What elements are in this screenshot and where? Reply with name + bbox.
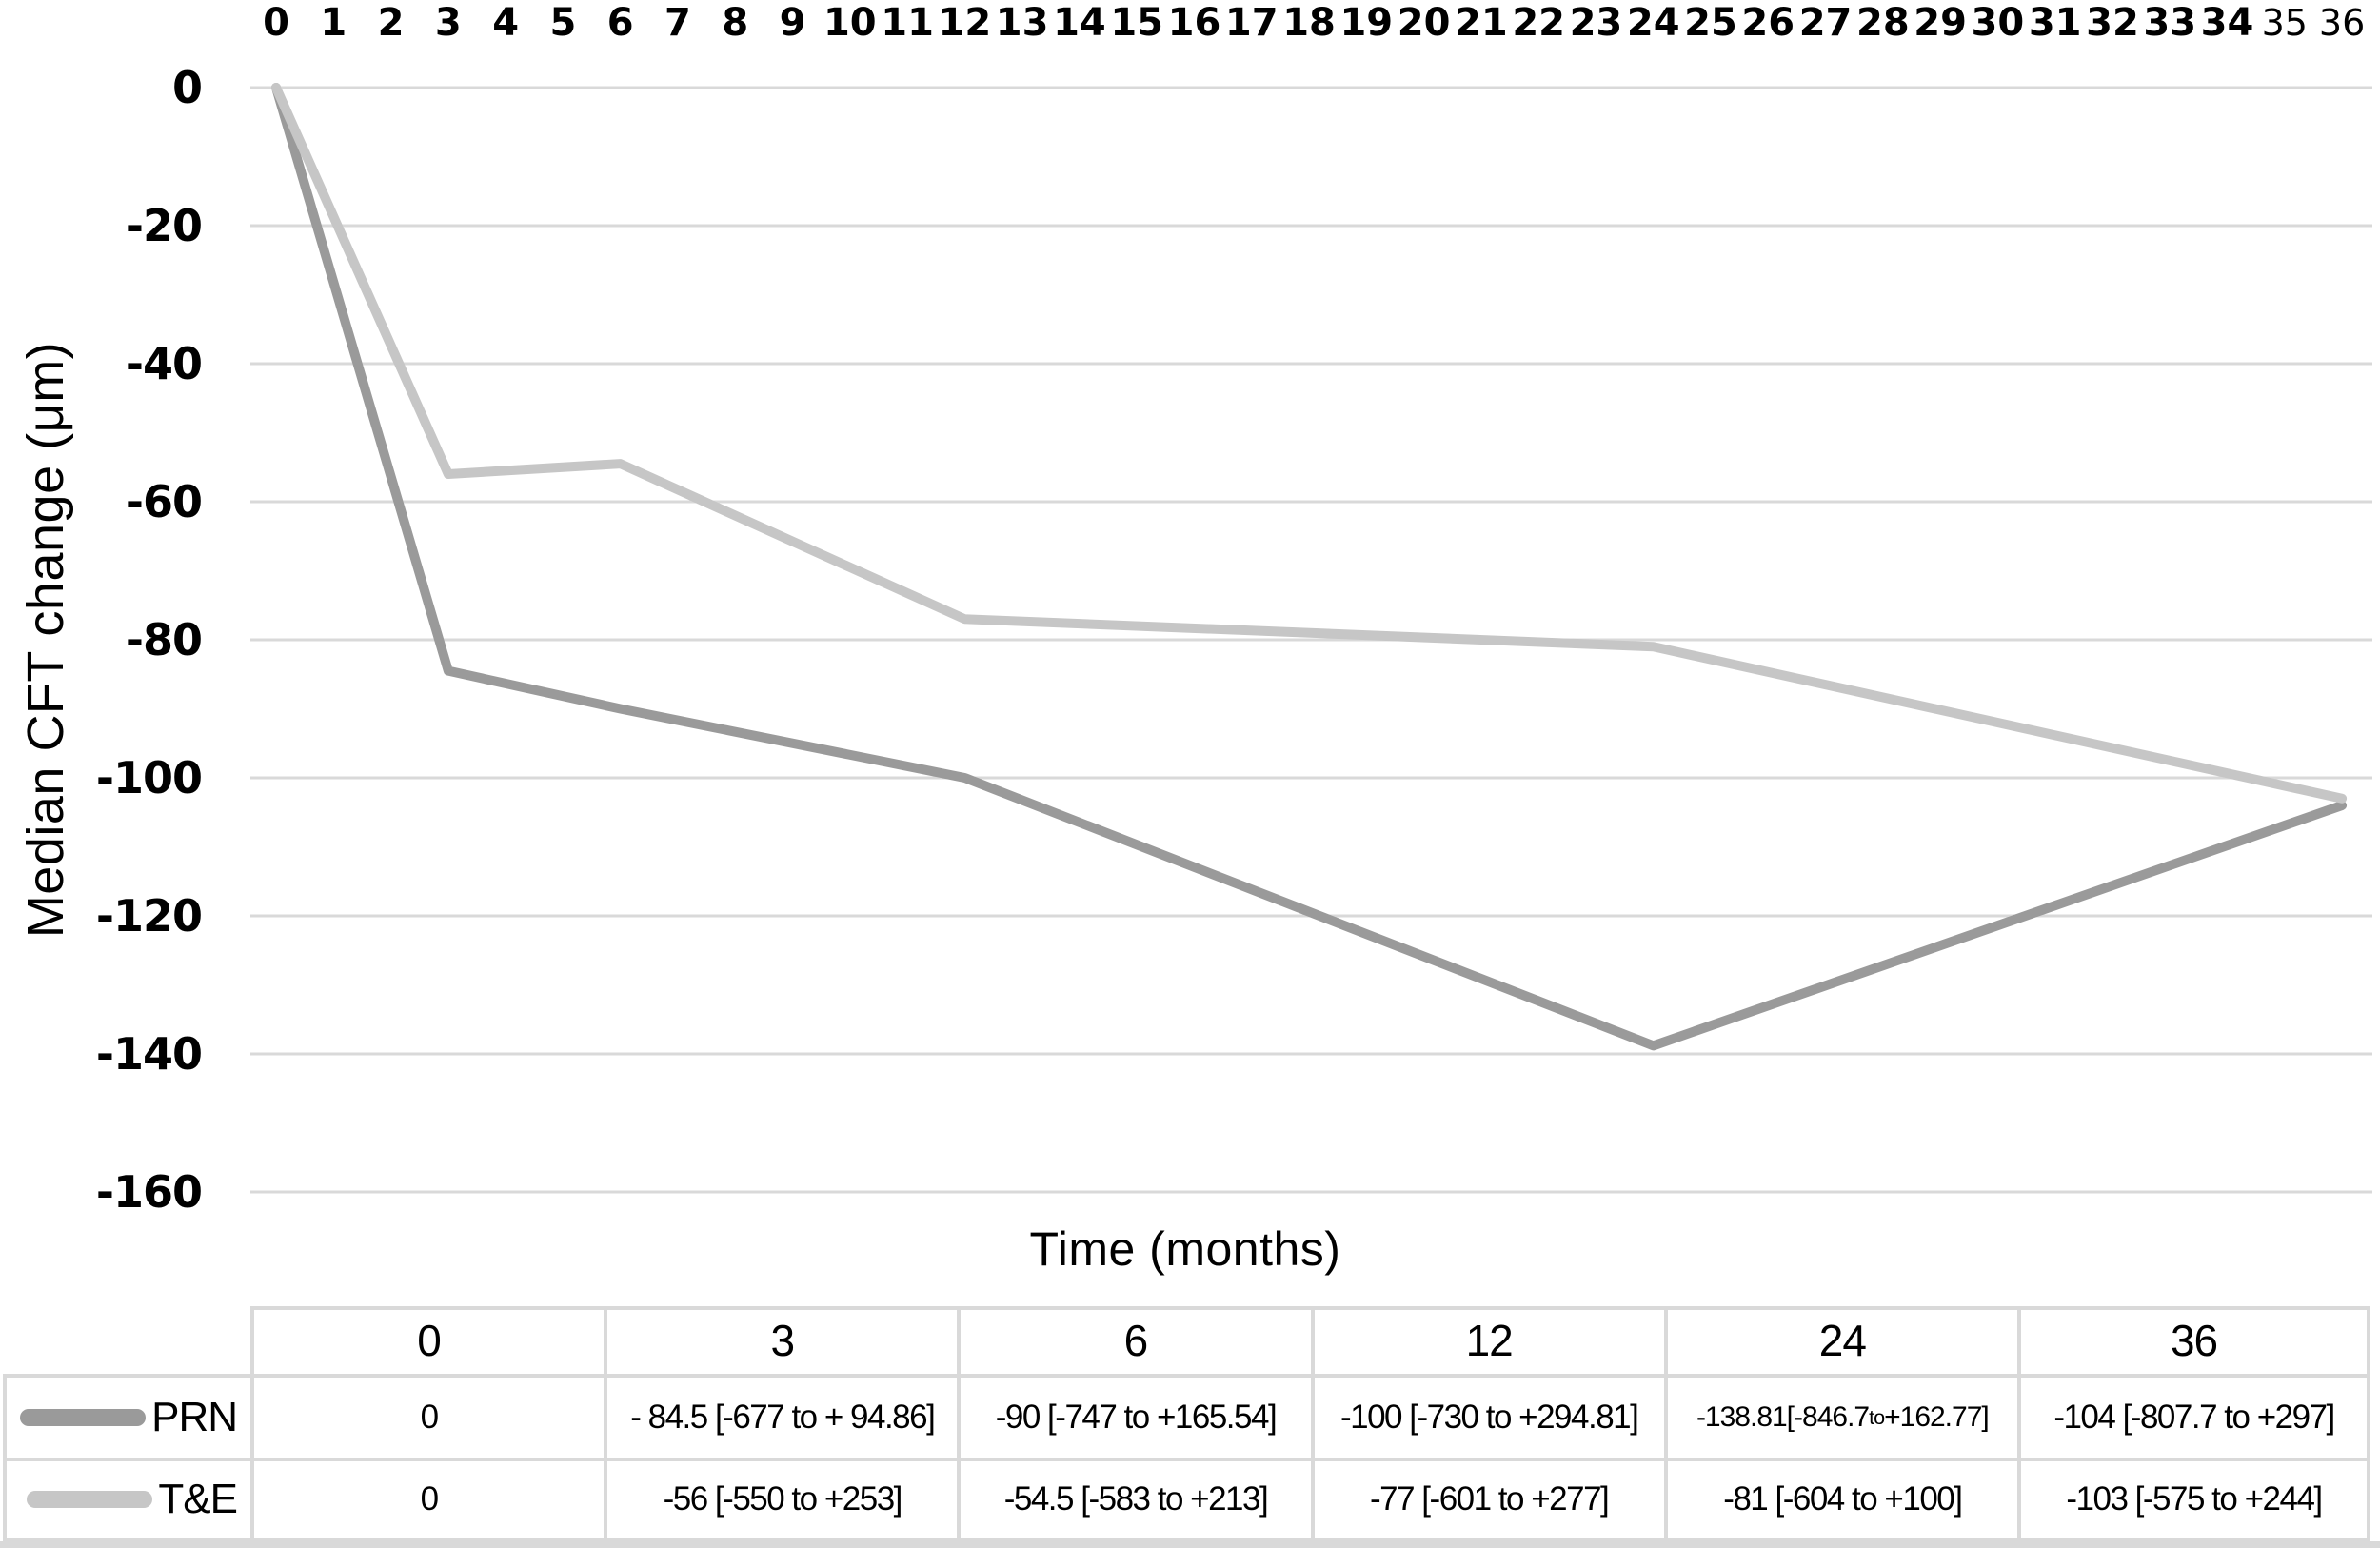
data-table-row-prn: PRN 0- 84.5 [-677 to + 94.86] -90 [-747 to…: [3, 1374, 2371, 1461]
y-tick-label: -100: [95, 752, 203, 804]
y-tick-label: -120: [95, 890, 203, 942]
legend-cell: PRN: [3, 1378, 250, 1458]
table-bottom-border: [0, 1541, 2380, 1548]
x-tick-label: 10: [823, 1, 877, 45]
table-cell: -56 [-550 to +253]: [604, 1461, 958, 1538]
data-table-row-te: T&E 0 -56 [-550 to +253] -54.5 [-583 to +21…: [3, 1461, 2371, 1541]
table-cell: -100 [-730 to +294.81]: [1310, 1378, 1664, 1458]
x-tick-label: 23: [1569, 1, 1623, 45]
x-tick-label: 16: [1167, 1, 1221, 45]
x-tick-label: 19: [1339, 1, 1394, 45]
series-label: PRN: [151, 1394, 238, 1440]
x-tick-label: 31: [2028, 1, 2082, 45]
y-tick-label: -40: [125, 338, 203, 389]
series-line-prn: [271, 83, 2348, 1051]
x-tick-label: 25: [1684, 1, 1737, 45]
x-tick-label: 18: [1282, 1, 1336, 45]
x-tick-label: 20: [1397, 1, 1451, 45]
x-tick-label: 4: [492, 1, 520, 45]
table-cell: -77 [-601 to +277]: [1310, 1461, 1664, 1538]
x-tick-label: 2: [377, 1, 405, 45]
series-line-te: [271, 83, 2348, 804]
x-axis-title: Time (months): [1029, 1222, 1341, 1276]
table-column-header: 6: [957, 1306, 1311, 1374]
x-tick-label: 22: [1512, 1, 1565, 45]
x-tick-label: 21: [1455, 1, 1508, 45]
x-tick-label: 35: [2261, 2, 2308, 44]
y-tick-label: -80: [125, 614, 203, 665]
x-tick-label: 12: [938, 1, 992, 45]
y-tick-label: -140: [95, 1028, 203, 1080]
legend-line-swatch: [27, 1491, 153, 1508]
table-cell: -54.5 [-583 to +213]: [957, 1461, 1311, 1538]
y-tick-label: -160: [95, 1166, 203, 1218]
table-column-header: 24: [1663, 1306, 2017, 1374]
x-tick-label: 27: [1798, 1, 1853, 45]
table-cell: - 84.5 [-677 to + 94.86]: [604, 1378, 958, 1458]
table-cell: -138.81[-846.7 to +162.77]: [1663, 1378, 2017, 1458]
table-column-header: 3: [604, 1306, 958, 1374]
table-column-header: 12: [1310, 1306, 1664, 1374]
y-tick-label: -60: [125, 476, 203, 527]
table-column-header: 0: [250, 1306, 605, 1374]
x-tick-label: 34: [2200, 1, 2254, 45]
x-tick-label: 13: [995, 1, 1049, 45]
x-tick-label: 3: [434, 1, 462, 45]
line-chart-plot: [250, 83, 2372, 1194]
table-cell: 0: [250, 1461, 605, 1538]
y-tick-label: -20: [125, 200, 203, 251]
x-tick-label: 29: [1914, 1, 1967, 45]
x-tick-label: 7: [664, 1, 691, 45]
series-label: T&E: [158, 1476, 238, 1522]
x-tick-label: 28: [1855, 1, 1910, 45]
table-cell: -103 [-575 to +244]: [2016, 1461, 2371, 1538]
table-cell: -104 [-807.7 to +297]: [2016, 1378, 2371, 1458]
legend-line-swatch: [20, 1409, 147, 1426]
table-column-header: 36: [2016, 1306, 2371, 1374]
x-tick-label: 8: [722, 1, 749, 45]
x-tick-label: 33: [2143, 1, 2197, 45]
x-tick-label: 32: [2086, 1, 2139, 45]
x-tick-label: 26: [1741, 1, 1795, 45]
x-tick-label: 6: [606, 1, 634, 45]
x-tick-label: 0: [263, 1, 289, 45]
data-table-header-row: 0 3 6 12 24 36: [250, 1306, 2371, 1374]
x-tick-label: 14: [1053, 1, 1106, 45]
y-tick-label: 0: [171, 62, 203, 113]
x-tick-label: 24: [1626, 1, 1680, 45]
x-tick-label: 11: [881, 1, 934, 45]
table-cell: 0: [250, 1378, 605, 1458]
table-cell: -90 [-747 to +165.54]: [957, 1378, 1311, 1458]
x-tick-label: 1: [320, 1, 347, 45]
x-tick-label: 15: [1110, 1, 1164, 45]
table-cell: -81 [-604 to +100]: [1663, 1461, 2017, 1538]
x-tick-label: 36: [2318, 2, 2366, 44]
x-tick-label: 17: [1224, 1, 1279, 45]
x-tick-label: 30: [1971, 1, 2025, 45]
y-axis-title: Median CFT change (μm): [17, 341, 74, 939]
x-tick-label: 9: [779, 1, 806, 45]
legend-cell: T&E: [3, 1461, 250, 1538]
x-tick-label: 5: [549, 1, 577, 45]
